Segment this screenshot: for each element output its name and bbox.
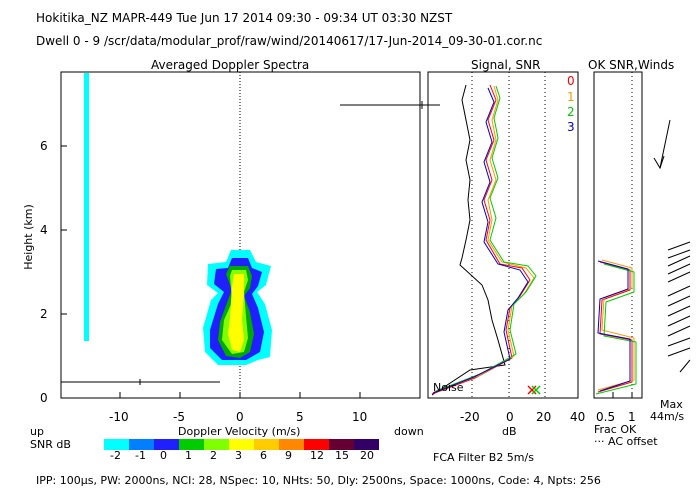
snr-x-tick-m20: -20 <box>460 410 480 424</box>
header-title: Hokitika_NZ MAPR-449 Tue Jun 17 2014 09:… <box>36 11 453 25</box>
y-tick-0: 0 <box>40 391 48 405</box>
winds-x-tick-1: 1 <box>628 410 636 424</box>
snr-traces <box>431 84 537 396</box>
spectra-title: Averaged Doppler Spectra <box>151 58 310 72</box>
x-tick-10: 10 <box>352 410 368 424</box>
snr-scale-value: 12 <box>310 449 324 462</box>
snr-xlabel: dB <box>502 425 517 438</box>
y-tick-4: 4 <box>40 223 48 237</box>
footer-params: IPP: 100μs, PW: 2000ns, NCI: 28, NSpec: … <box>36 474 601 487</box>
snr-x-tick-0: 0 <box>506 410 514 424</box>
snr-scale-value: -2 <box>110 449 121 462</box>
snr-scale-labels: -2 -1 0 1 2 3 6 9 12 15 20 <box>104 449 394 463</box>
snr-scale-swatch <box>154 439 179 450</box>
snr-scale-swatch <box>129 439 154 450</box>
max-value: 44m/s <box>650 410 685 423</box>
y-tick-6: 6 <box>40 139 48 153</box>
snr-scale-value: 15 <box>335 449 349 462</box>
snr-scale-swatch <box>304 439 329 450</box>
snr-scale-value: 20 <box>360 449 374 462</box>
x-tick-0: 0 <box>236 410 244 424</box>
max-label: Max <box>660 398 683 411</box>
snr-x-tick-20: 20 <box>536 410 552 424</box>
header-subtitle: Dwell 0 - 9 /scr/data/modular_prof/raw/w… <box>36 34 543 48</box>
frac-ok-label: Frac OK <box>594 423 637 436</box>
winds-title: OK SNR,Winds <box>588 58 675 72</box>
snr-scale-swatch <box>279 439 304 450</box>
noise-label: Noise <box>433 381 464 394</box>
snr-scale-swatch <box>204 439 229 450</box>
trace-0 <box>431 84 531 395</box>
x-tick-m5: -5 <box>173 410 185 424</box>
winds-x-ticks <box>612 392 633 398</box>
snr-scale-swatch <box>104 439 129 450</box>
legend-1: 1 <box>567 90 575 104</box>
legend-3: 3 <box>567 120 575 134</box>
snr-x-tick-40: 40 <box>570 410 586 424</box>
x-tick-5: 5 <box>296 410 304 424</box>
snr-grid <box>471 72 546 398</box>
echo-core <box>203 250 272 365</box>
snr-scale-swatch <box>254 439 279 450</box>
ac-offset-label: ··· AC offset <box>594 435 658 448</box>
down-label: down <box>394 425 424 438</box>
winds-x-tick-05: 0.5 <box>596 410 616 424</box>
snr-scale-swatch <box>229 439 254 450</box>
winds-frame <box>593 71 643 399</box>
trace-signal <box>431 84 506 396</box>
spectra-x-ticks <box>119 392 361 398</box>
trace-2 <box>435 85 537 392</box>
winds-frac-traces <box>595 72 637 398</box>
x-tick-m10: -10 <box>109 410 129 424</box>
up-label: up <box>30 425 44 438</box>
legend-0: 0 <box>567 74 575 88</box>
noise-marker <box>527 385 541 395</box>
filter-label: FCA Filter B2 5m/s <box>433 451 534 464</box>
snr-scale-value: 6 <box>260 449 267 462</box>
snr-scale-value: 2 <box>210 449 217 462</box>
wind-arrows <box>653 119 691 373</box>
snr-scale-value: 3 <box>235 449 242 462</box>
trace-3 <box>432 87 529 394</box>
spectra-ylabel: Height (km) <box>21 204 35 270</box>
snr-scale-value: 1 <box>185 449 192 462</box>
snr-title: Signal, SNR <box>471 58 541 72</box>
snr-scale-swatch <box>329 439 354 450</box>
snr-scale-value: 0 <box>160 449 167 462</box>
snr-scale-swatch <box>354 439 379 450</box>
spectra-y-ticks <box>61 145 67 399</box>
snr-frame <box>427 71 579 399</box>
snr-scale-label: SNR dB <box>30 438 71 451</box>
y-tick-2: 2 <box>40 307 48 321</box>
snr-scale-swatch <box>179 439 204 450</box>
legend-2: 2 <box>567 105 575 119</box>
spectra-xlabel: Doppler Velocity (m/s) <box>178 425 301 438</box>
noise-band <box>84 73 89 341</box>
snr-scale-value: -1 <box>135 449 146 462</box>
trace-1 <box>433 85 535 393</box>
snr-scale-value: 9 <box>285 449 292 462</box>
snr-color-scale <box>104 439 379 450</box>
